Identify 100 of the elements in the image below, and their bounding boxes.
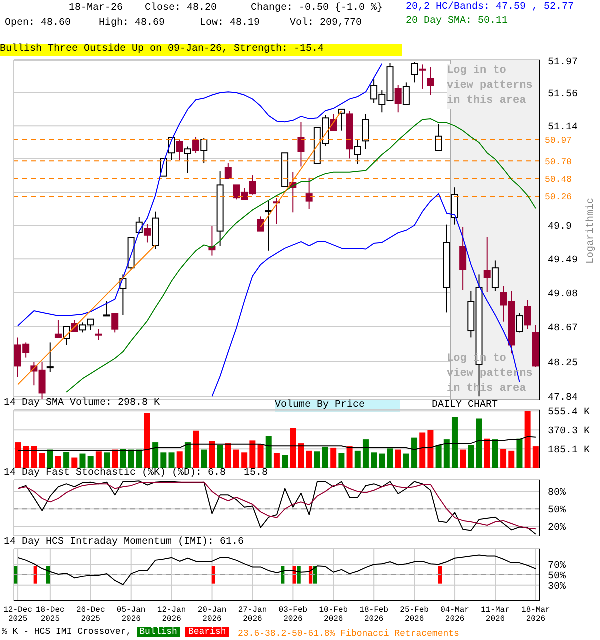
x-tick-label: 27-Jan 2026 bbox=[238, 606, 268, 624]
candlestick bbox=[419, 64, 426, 90]
candlestick bbox=[484, 236, 491, 292]
candlestick bbox=[516, 313, 524, 334]
chart-title: 14 Day Fast Stochastic (%K) (%D): 6.8 15.8 bbox=[4, 468, 268, 479]
bar bbox=[298, 444, 304, 468]
y-tick-label: 51.56 bbox=[548, 89, 578, 100]
bar bbox=[209, 441, 216, 468]
bar bbox=[362, 440, 369, 468]
bar bbox=[524, 412, 531, 468]
bar bbox=[468, 445, 474, 468]
bar bbox=[258, 444, 264, 468]
bar bbox=[516, 438, 523, 468]
bar bbox=[444, 440, 450, 468]
candlestick bbox=[54, 320, 62, 338]
line-series bbox=[18, 554, 536, 586]
annotation: DAILY CHART bbox=[432, 400, 498, 412]
bar bbox=[225, 444, 232, 468]
candlestick bbox=[104, 300, 111, 317]
y-tick-label: 185.1 K bbox=[548, 446, 590, 457]
candlestick bbox=[224, 163, 232, 180]
bar bbox=[395, 450, 402, 468]
bar bbox=[420, 432, 426, 468]
y-tick-label: 51.14 bbox=[548, 122, 578, 134]
bar bbox=[387, 448, 394, 468]
line-series bbox=[18, 436, 536, 452]
y-tick-label: 555.4 K bbox=[548, 408, 590, 419]
bar bbox=[128, 450, 134, 468]
candlestick bbox=[451, 187, 458, 226]
candlestick bbox=[257, 216, 264, 232]
bar bbox=[176, 452, 183, 468]
candlestick bbox=[460, 226, 467, 291]
y-tick-label: 370.3 K bbox=[548, 426, 590, 438]
annotation: Volume By Price bbox=[275, 400, 400, 412]
bar bbox=[403, 454, 410, 468]
bar bbox=[371, 452, 378, 468]
candlestick bbox=[176, 140, 184, 161]
candlestick bbox=[524, 300, 532, 330]
candlestick bbox=[402, 82, 410, 106]
x-tick-label: 04-Mar 2026 bbox=[440, 606, 470, 624]
ref-line-label: 50.48 bbox=[545, 174, 572, 185]
y-tick-label: 20% bbox=[548, 523, 566, 534]
y-tick-label: 51.97 bbox=[548, 57, 578, 68]
candlestick bbox=[435, 124, 442, 152]
ref-line-label: 50.97 bbox=[545, 136, 572, 146]
line-series bbox=[18, 63, 383, 327]
line-series bbox=[66, 118, 536, 393]
bar bbox=[64, 452, 70, 468]
y-tick-label: 48.67 bbox=[548, 323, 578, 334]
y-tick-label: 49.49 bbox=[548, 256, 578, 267]
legend-title: % K - HCS IMI Crossover, bbox=[2, 627, 132, 637]
x-tick-label: 20-Jan 2026 bbox=[198, 606, 227, 624]
bar bbox=[15, 442, 21, 468]
bar bbox=[500, 449, 507, 468]
candlestick bbox=[411, 62, 418, 84]
bar bbox=[476, 418, 482, 468]
bar bbox=[152, 442, 159, 468]
bar bbox=[120, 449, 126, 468]
candlestick bbox=[144, 224, 151, 244]
bar bbox=[168, 452, 175, 468]
text: Vol: 209,770 bbox=[290, 18, 362, 30]
chart-title: 14 Day HCS Intraday Momentum (IMI): 61.6 bbox=[4, 537, 244, 548]
bar bbox=[80, 454, 86, 468]
candlestick bbox=[192, 136, 200, 154]
y-tick-label: 80% bbox=[548, 488, 566, 500]
x-tick-label: 18-Mar 2026 bbox=[522, 606, 551, 624]
annotation: Log in to view patterns in this area bbox=[447, 64, 535, 109]
candlestick bbox=[427, 66, 434, 96]
bar bbox=[31, 446, 38, 468]
x-tick-label: 25-Feb 2026 bbox=[400, 606, 430, 624]
x-tick-label: 18-Dec 2025 bbox=[36, 606, 66, 624]
text: Bullish Three Outside Up on 09-Jan-26, Strength: -15.4 bbox=[0, 44, 402, 56]
bar bbox=[508, 450, 515, 468]
bar bbox=[322, 446, 329, 468]
y-tick-label: 50% bbox=[548, 506, 566, 517]
text: High: 48.69 bbox=[99, 18, 166, 30]
text: 23.6-38.2-50-61.8% Fibonacci Retracements bbox=[238, 628, 460, 640]
text: Open: 48.60 bbox=[5, 18, 72, 30]
bar bbox=[484, 438, 490, 468]
bar bbox=[492, 440, 498, 468]
y-tick-label: 30% bbox=[548, 582, 566, 593]
bar bbox=[460, 450, 466, 468]
candlestick bbox=[200, 137, 208, 164]
bar bbox=[354, 450, 361, 468]
text: 20,2 HC/Bands: 47.59 , 52.77 bbox=[406, 2, 574, 13]
bar bbox=[39, 453, 46, 468]
bar bbox=[266, 436, 272, 468]
bar bbox=[242, 452, 248, 468]
bar bbox=[201, 450, 208, 468]
bar bbox=[144, 412, 150, 468]
y-tick-label: 48.25 bbox=[548, 358, 578, 370]
candlestick bbox=[273, 198, 280, 224]
candlestick bbox=[112, 313, 119, 334]
text: Bullish bbox=[136, 627, 180, 637]
bar bbox=[250, 440, 256, 468]
bar bbox=[436, 445, 442, 468]
bar bbox=[184, 442, 191, 468]
bar bbox=[314, 452, 320, 468]
candlestick bbox=[492, 260, 499, 292]
bar bbox=[452, 417, 458, 468]
